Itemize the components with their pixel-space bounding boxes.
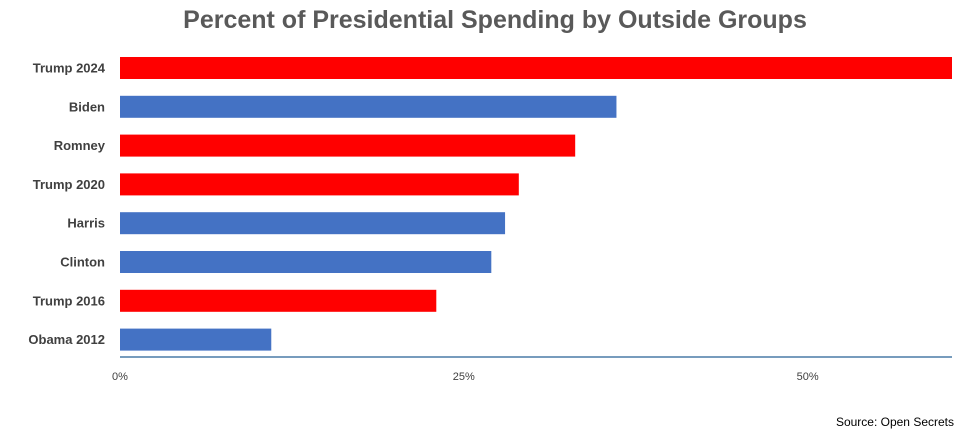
category-label-trump-2020: Trump 2020: [33, 177, 105, 192]
bar-harris: [120, 212, 506, 235]
chart-title: Percent of Presidential Spending by Outs…: [183, 6, 807, 34]
x-tick-labels: 0% 25% 50%: [112, 371, 819, 383]
x-tick-label: 0%: [112, 371, 128, 383]
category-label-harris: Harris: [67, 216, 105, 231]
category-label-obama-2012: Obama 2012: [28, 332, 105, 347]
category-labels: Trump 2024 Biden Romney Trump 2020 Harris Cli…: [28, 61, 105, 348]
bar-clinton: [120, 251, 492, 273]
bar-biden: [120, 95, 617, 118]
category-label-trump-2024: Trump 2024: [33, 61, 106, 76]
bar-obama-2012: [120, 328, 272, 351]
bar-trump-2016: [120, 289, 437, 312]
source-note: Source: Open Secrets: [836, 415, 954, 429]
bars-group: [120, 57, 952, 351]
bar-romney: [120, 134, 576, 157]
category-label-clinton: Clinton: [60, 255, 105, 270]
x-tick-label: 50%: [797, 371, 819, 383]
category-label-trump-2016: Trump 2016: [33, 293, 105, 308]
x-tick-label: 25%: [453, 371, 475, 383]
bar-trump-2024: [120, 57, 952, 79]
category-label-biden: Biden: [69, 99, 105, 114]
category-label-romney: Romney: [54, 138, 106, 153]
bar-trump-2020: [120, 173, 519, 196]
